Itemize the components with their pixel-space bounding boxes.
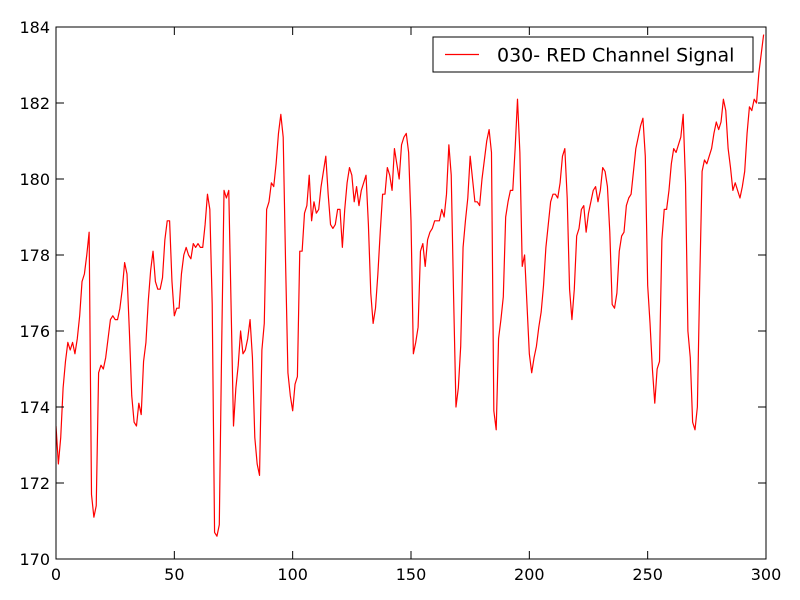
x-tick-label: 100 <box>277 565 308 584</box>
y-tick-label: 176 <box>19 322 50 341</box>
legend: 030- RED Channel Signal <box>432 36 754 73</box>
y-tick-label: 172 <box>19 474 50 493</box>
x-tick-label: 200 <box>514 565 545 584</box>
axes-frame <box>55 26 767 560</box>
series-line-0 <box>56 34 765 537</box>
legend-label-0: 030- RED Channel Signal <box>497 45 734 67</box>
x-tick-label: 50 <box>164 565 184 584</box>
legend-box <box>432 36 754 73</box>
x-tick-label: 150 <box>396 565 427 584</box>
y-tick-label: 170 <box>19 550 50 569</box>
plot-layer <box>56 34 765 537</box>
x-tick-label: 300 <box>751 565 782 584</box>
x-tick-label: 250 <box>632 565 663 584</box>
y-tick-label: 182 <box>19 94 50 113</box>
y-tick-label: 174 <box>19 398 50 417</box>
y-tick-label: 178 <box>19 246 50 265</box>
x-tick-label: 0 <box>51 565 61 584</box>
y-tick-label: 180 <box>19 170 50 189</box>
y-tick-label: 184 <box>19 18 50 37</box>
axes-layer: 0 50 100 150 200 250 300 170 172 174 176 178 180 182 1… <box>19 18 781 584</box>
